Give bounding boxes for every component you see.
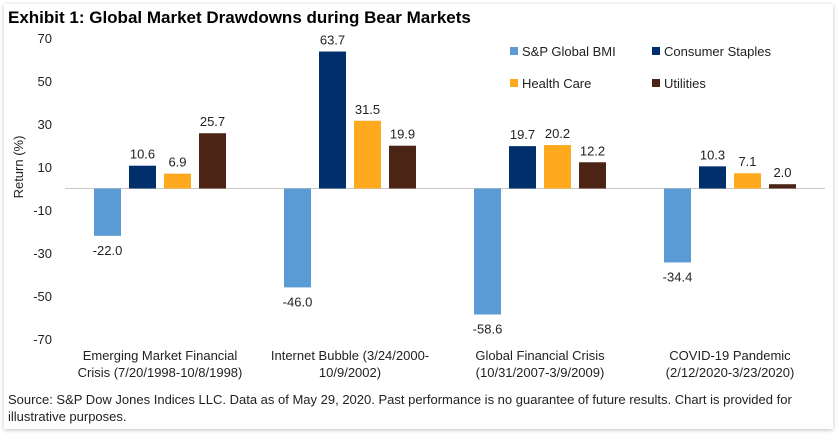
- y-axis-label: Return (%): [11, 136, 26, 199]
- x-category-label: Emerging Market Financial: [83, 348, 238, 363]
- data-label: 63.7: [320, 33, 345, 48]
- bar-consumer-staples: [699, 166, 726, 189]
- y-tick-label: -70: [33, 332, 52, 347]
- y-tick-label: -50: [33, 289, 52, 304]
- data-label: 7.1: [738, 154, 756, 169]
- x-category-label: (2/12/2020-3/23/2020): [666, 365, 795, 380]
- x-category-label: Crisis (7/20/1998-10/8/1998): [78, 365, 243, 380]
- y-tick-label: -10: [33, 203, 52, 218]
- bar-health-care: [734, 173, 761, 189]
- bar-consumer-staples: [509, 146, 536, 189]
- legend-swatch: [510, 79, 518, 87]
- y-tick-label: 70: [38, 31, 52, 46]
- legend-swatch: [510, 47, 518, 55]
- bar-s-p-global-bmi: [474, 188, 501, 315]
- legend-label: Consumer Staples: [664, 44, 771, 59]
- legend-label: Health Care: [522, 76, 591, 91]
- data-label: 2.0: [773, 165, 791, 180]
- data-label: 19.7: [510, 127, 535, 142]
- y-tick-label: 10: [38, 160, 52, 175]
- bar-utilities: [579, 162, 606, 189]
- y-tick-label: 50: [38, 74, 52, 89]
- data-label: 10.3: [700, 147, 725, 162]
- bar-health-care: [354, 120, 381, 189]
- y-tick-label: -30: [33, 246, 52, 261]
- x-category-label: (10/31/2007-3/9/2009): [476, 365, 605, 380]
- bar-utilities: [769, 184, 796, 189]
- data-label: 19.9: [390, 127, 415, 142]
- data-label: 12.2: [580, 143, 605, 158]
- data-label: 25.7: [200, 114, 225, 129]
- bar-s-p-global-bmi: [94, 188, 121, 236]
- bar-utilities: [389, 145, 416, 189]
- source-note: Source: S&P Dow Jones Indices LLC. Data …: [8, 392, 792, 424]
- chart-title: Exhibit 1: Global Market Drawdowns durin…: [8, 8, 471, 27]
- data-label: -34.4: [663, 269, 693, 284]
- x-category-label: 10/9/2002): [319, 365, 381, 380]
- x-category-label: COVID-19 Pandemic: [669, 348, 791, 363]
- bar-s-p-global-bmi: [664, 188, 691, 263]
- chart-card: [4, 4, 833, 429]
- data-label: 6.9: [168, 155, 186, 170]
- data-label: 31.5: [355, 102, 380, 117]
- bar-health-care: [544, 145, 571, 189]
- bar-consumer-staples: [319, 51, 346, 189]
- bar-health-care: [164, 173, 191, 189]
- bar-s-p-global-bmi: [284, 188, 311, 288]
- bar-consumer-staples: [129, 165, 156, 189]
- x-category-label: Global Financial Crisis: [475, 348, 605, 363]
- legend-label: S&P Global BMI: [522, 44, 616, 59]
- data-label: 20.2: [545, 126, 570, 141]
- data-label: 10.6: [130, 147, 155, 162]
- legend-swatch: [652, 47, 660, 55]
- data-label: -58.6: [473, 321, 503, 336]
- bar-utilities: [199, 133, 226, 189]
- y-tick-label: 30: [38, 117, 52, 132]
- legend-swatch: [652, 79, 660, 87]
- data-label: -46.0: [283, 294, 313, 309]
- data-label: -22.0: [93, 243, 123, 258]
- legend-label: Utilities: [664, 76, 706, 91]
- x-category-label: Internet Bubble (3/24/2000-: [271, 348, 429, 363]
